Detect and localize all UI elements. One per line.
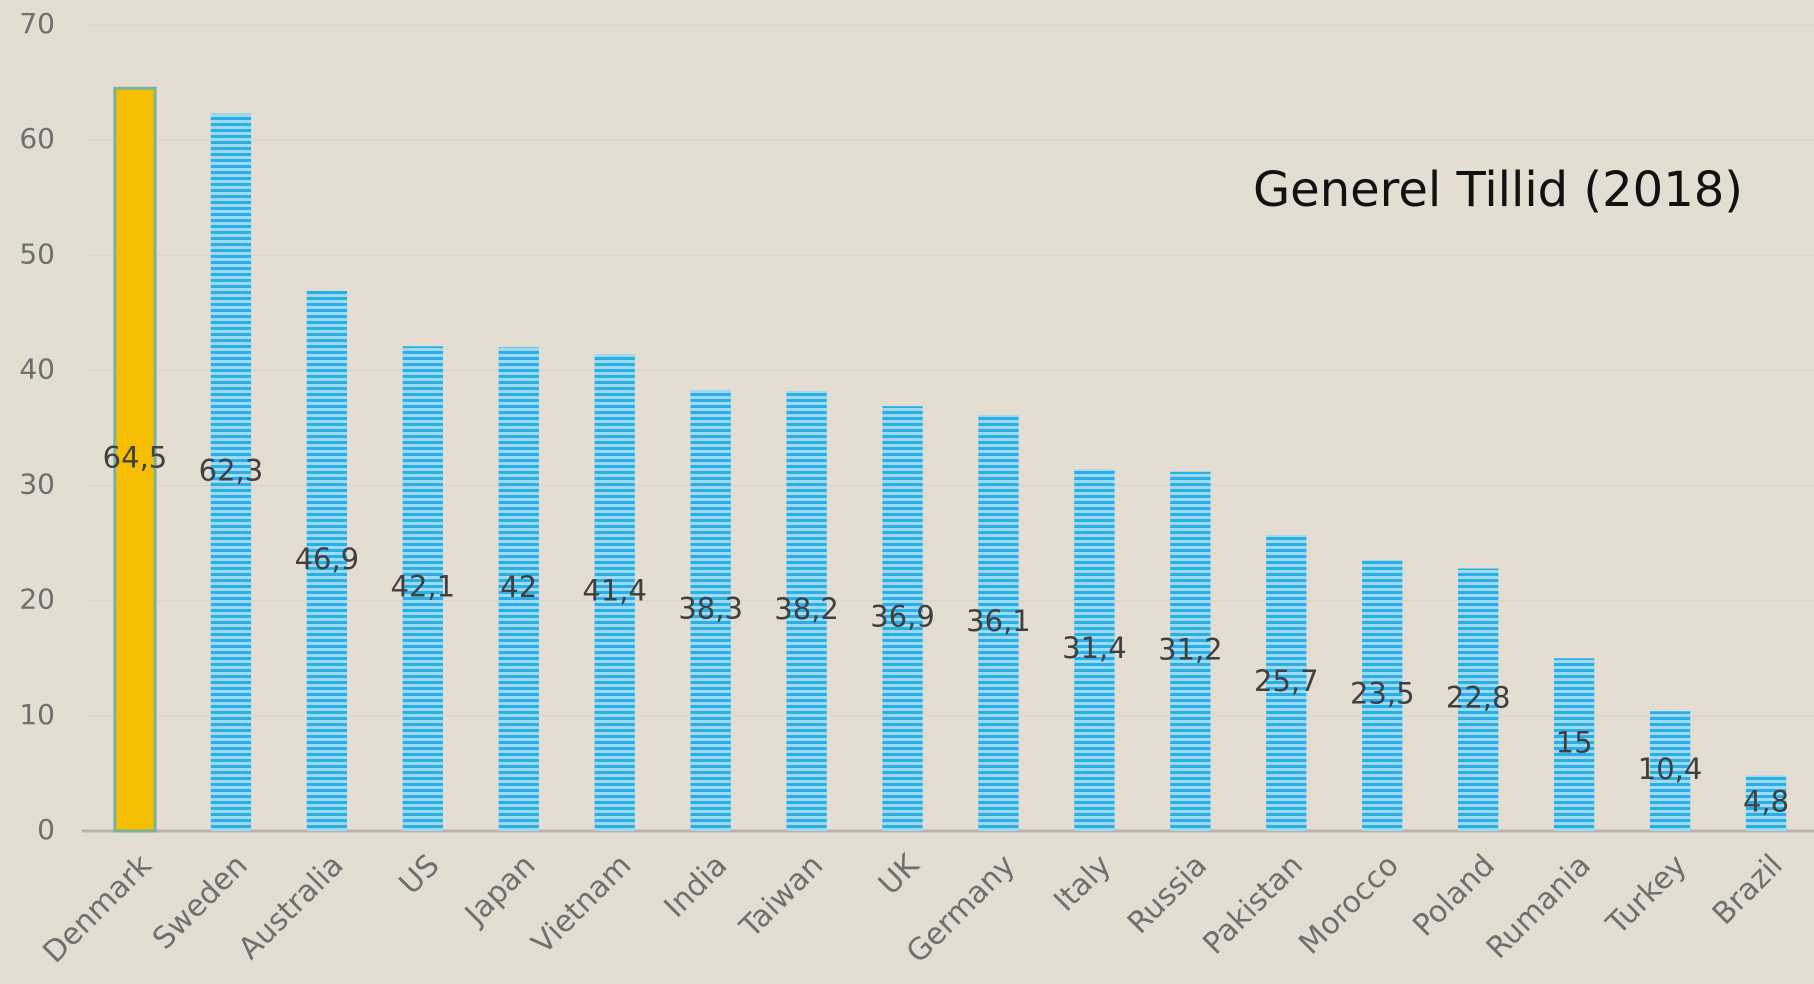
y-tick-label: 10 xyxy=(19,698,55,731)
bar-stripes xyxy=(306,290,348,832)
data-label: 22,8 xyxy=(1446,681,1511,715)
data-label: 10,4 xyxy=(1638,752,1703,786)
data-label: 64,5 xyxy=(103,441,168,475)
bar-stripes xyxy=(1553,658,1595,831)
y-tick-label: 60 xyxy=(19,122,55,155)
data-label: 42,1 xyxy=(391,570,456,604)
x-tick-label: India xyxy=(657,848,734,925)
x-tick-label: Italy xyxy=(1047,848,1118,919)
bar-stripes xyxy=(690,390,731,831)
x-tick-label: Vietnam xyxy=(525,848,638,961)
y-tick-label: 40 xyxy=(19,352,55,385)
bar-stripes xyxy=(1362,560,1403,831)
bar-stripes xyxy=(402,346,443,831)
x-tick-label: Rumania xyxy=(1480,848,1598,966)
data-label: 4,8 xyxy=(1743,784,1789,818)
x-tick-label: Japan xyxy=(457,848,542,933)
x-tick-label: Russia xyxy=(1121,848,1214,941)
x-tick-label: US xyxy=(393,848,447,902)
x-tick-label: Morocco xyxy=(1292,848,1406,962)
bar-stripes xyxy=(1266,535,1307,831)
data-label: 36,9 xyxy=(870,600,935,634)
bar xyxy=(114,88,156,832)
data-label: 41,4 xyxy=(582,574,647,608)
x-tick-label: Taiwan xyxy=(733,848,831,946)
data-label: 31,4 xyxy=(1062,631,1127,665)
bar-stripes xyxy=(1458,568,1499,831)
bar-stripes xyxy=(978,415,1019,831)
bar-stripes xyxy=(1745,775,1787,831)
x-tick-label: Denmark xyxy=(36,847,159,970)
data-label: 38,2 xyxy=(774,592,839,626)
bar-stripes xyxy=(786,391,827,831)
y-tick-label: 30 xyxy=(19,468,55,501)
data-label: 15 xyxy=(1556,726,1593,760)
data-label: 42 xyxy=(500,570,537,604)
x-tick-label: Australia xyxy=(232,848,351,967)
data-label: 23,5 xyxy=(1350,677,1415,711)
x-tick-label: Brazil xyxy=(1706,848,1790,932)
x-tick-label: Poland xyxy=(1406,848,1502,944)
bar-stripes xyxy=(210,113,252,831)
data-label: 36,1 xyxy=(966,604,1031,638)
bar-stripes xyxy=(1170,471,1211,831)
chart-title: Generel Tillid (2018) xyxy=(1253,162,1743,218)
x-tick-label: Pakistan xyxy=(1196,848,1310,962)
data-label: 62,3 xyxy=(199,453,264,487)
data-label: 31,2 xyxy=(1158,632,1223,666)
y-tick-label: 0 xyxy=(37,813,55,846)
x-tick-label: Turkey xyxy=(1599,848,1693,942)
y-tick-label: 50 xyxy=(19,237,55,270)
bar-stripes xyxy=(1074,469,1115,831)
bar-stripes xyxy=(882,406,923,831)
bar-outline xyxy=(113,86,157,833)
data-label: 46,9 xyxy=(295,542,360,576)
y-tick-label: 70 xyxy=(19,7,55,40)
bar-stripes xyxy=(594,354,635,831)
data-label: 25,7 xyxy=(1254,664,1319,698)
y-tick-label: 20 xyxy=(19,583,55,616)
bar-stripes xyxy=(498,347,539,831)
data-label: 38,3 xyxy=(678,592,743,626)
x-tick-label: UK xyxy=(872,847,927,902)
bar-stripes xyxy=(1649,711,1691,831)
